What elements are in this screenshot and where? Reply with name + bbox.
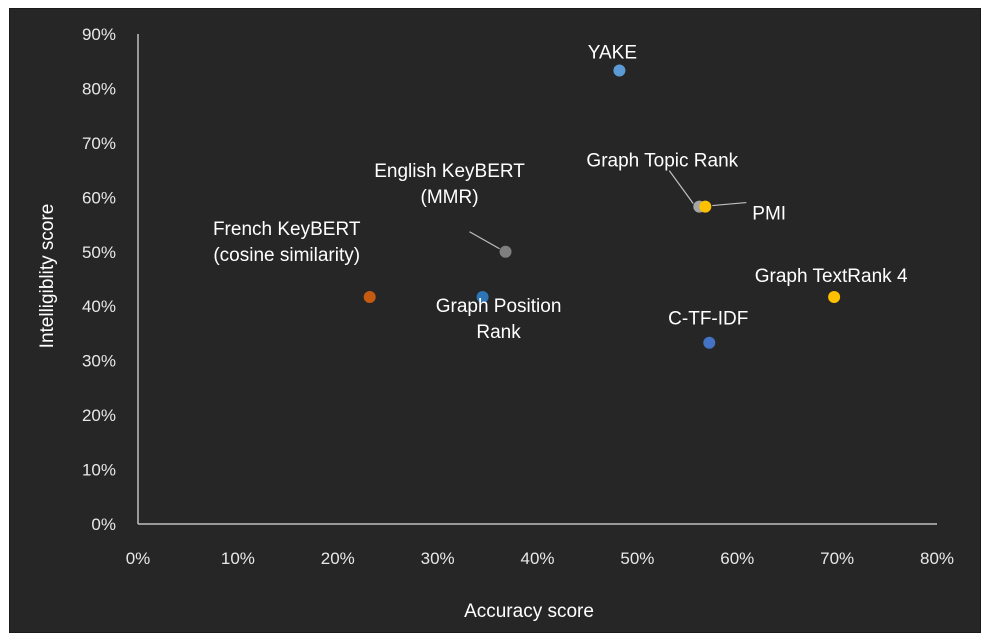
data-label: French KeyBERT bbox=[213, 219, 361, 240]
x-tick-label: 40% bbox=[520, 549, 554, 568]
x-tick-label: 10% bbox=[221, 549, 255, 568]
x-tick-label: 20% bbox=[321, 549, 355, 568]
axes: 0% 10% 20% 30% 40% 50% 60% 70% 80% 90% 0% 10% 20% 30%… bbox=[82, 25, 954, 568]
x-tick-label: 60% bbox=[720, 549, 754, 568]
chart-frame: 0% 10% 20% 30% 40% 50% 60% 70% 80% 90% 0% 10% 20% 30%… bbox=[9, 8, 981, 633]
data-label: PMI bbox=[752, 204, 786, 225]
y-tick-label: 60% bbox=[82, 188, 116, 207]
x-tick-label: 30% bbox=[421, 549, 455, 568]
data-labels: YAKE Graph Topic Rank PMI English KeyBERT (M… bbox=[213, 42, 908, 342]
leader-line bbox=[469, 231, 500, 250]
x-tick-label: 50% bbox=[620, 549, 654, 568]
y-tick-label: 70% bbox=[82, 134, 116, 153]
y-tick-label: 10% bbox=[82, 461, 116, 480]
data-label: English KeyBERT bbox=[374, 161, 525, 182]
data-label: C-TF-IDF bbox=[668, 309, 748, 330]
data-label: Graph Topic Rank bbox=[586, 151, 738, 172]
data-label: Rank bbox=[476, 322, 521, 343]
data-point bbox=[699, 200, 712, 213]
leader-line bbox=[712, 201, 747, 207]
y-tick-label: 50% bbox=[82, 243, 116, 262]
data-point bbox=[476, 290, 489, 303]
y-tick-label: 90% bbox=[82, 25, 116, 44]
data-point bbox=[363, 290, 376, 303]
scatter-chart: 0% 10% 20% 30% 40% 50% 60% 70% 80% 90% 0% 10% 20% 30%… bbox=[37, 25, 954, 622]
data-point bbox=[499, 245, 512, 258]
y-tick-label: 80% bbox=[82, 79, 116, 98]
y-axis-title: Intelligiblity score bbox=[37, 204, 58, 349]
data-label: (cosine similarity) bbox=[213, 245, 360, 266]
data-points bbox=[363, 64, 841, 349]
data-label: (MMR) bbox=[421, 187, 479, 208]
data-label: Graph TextRank 4 bbox=[755, 266, 908, 287]
leader-line bbox=[668, 170, 694, 204]
y-tick-label: 20% bbox=[82, 406, 116, 425]
x-axis-title: Accuracy score bbox=[464, 601, 594, 622]
leader-lines bbox=[469, 170, 747, 250]
y-tick-label: 30% bbox=[82, 352, 116, 371]
data-point bbox=[703, 336, 716, 349]
x-tick-label: 80% bbox=[920, 549, 954, 568]
data-label: YAKE bbox=[588, 42, 637, 63]
data-point bbox=[613, 64, 626, 77]
x-tick-label: 70% bbox=[820, 549, 854, 568]
data-point bbox=[828, 290, 841, 303]
y-tick-label: 40% bbox=[82, 297, 116, 316]
x-tick-label: 0% bbox=[126, 549, 151, 568]
y-tick-label: 0% bbox=[91, 515, 116, 534]
data-label: Graph Position bbox=[436, 296, 562, 317]
